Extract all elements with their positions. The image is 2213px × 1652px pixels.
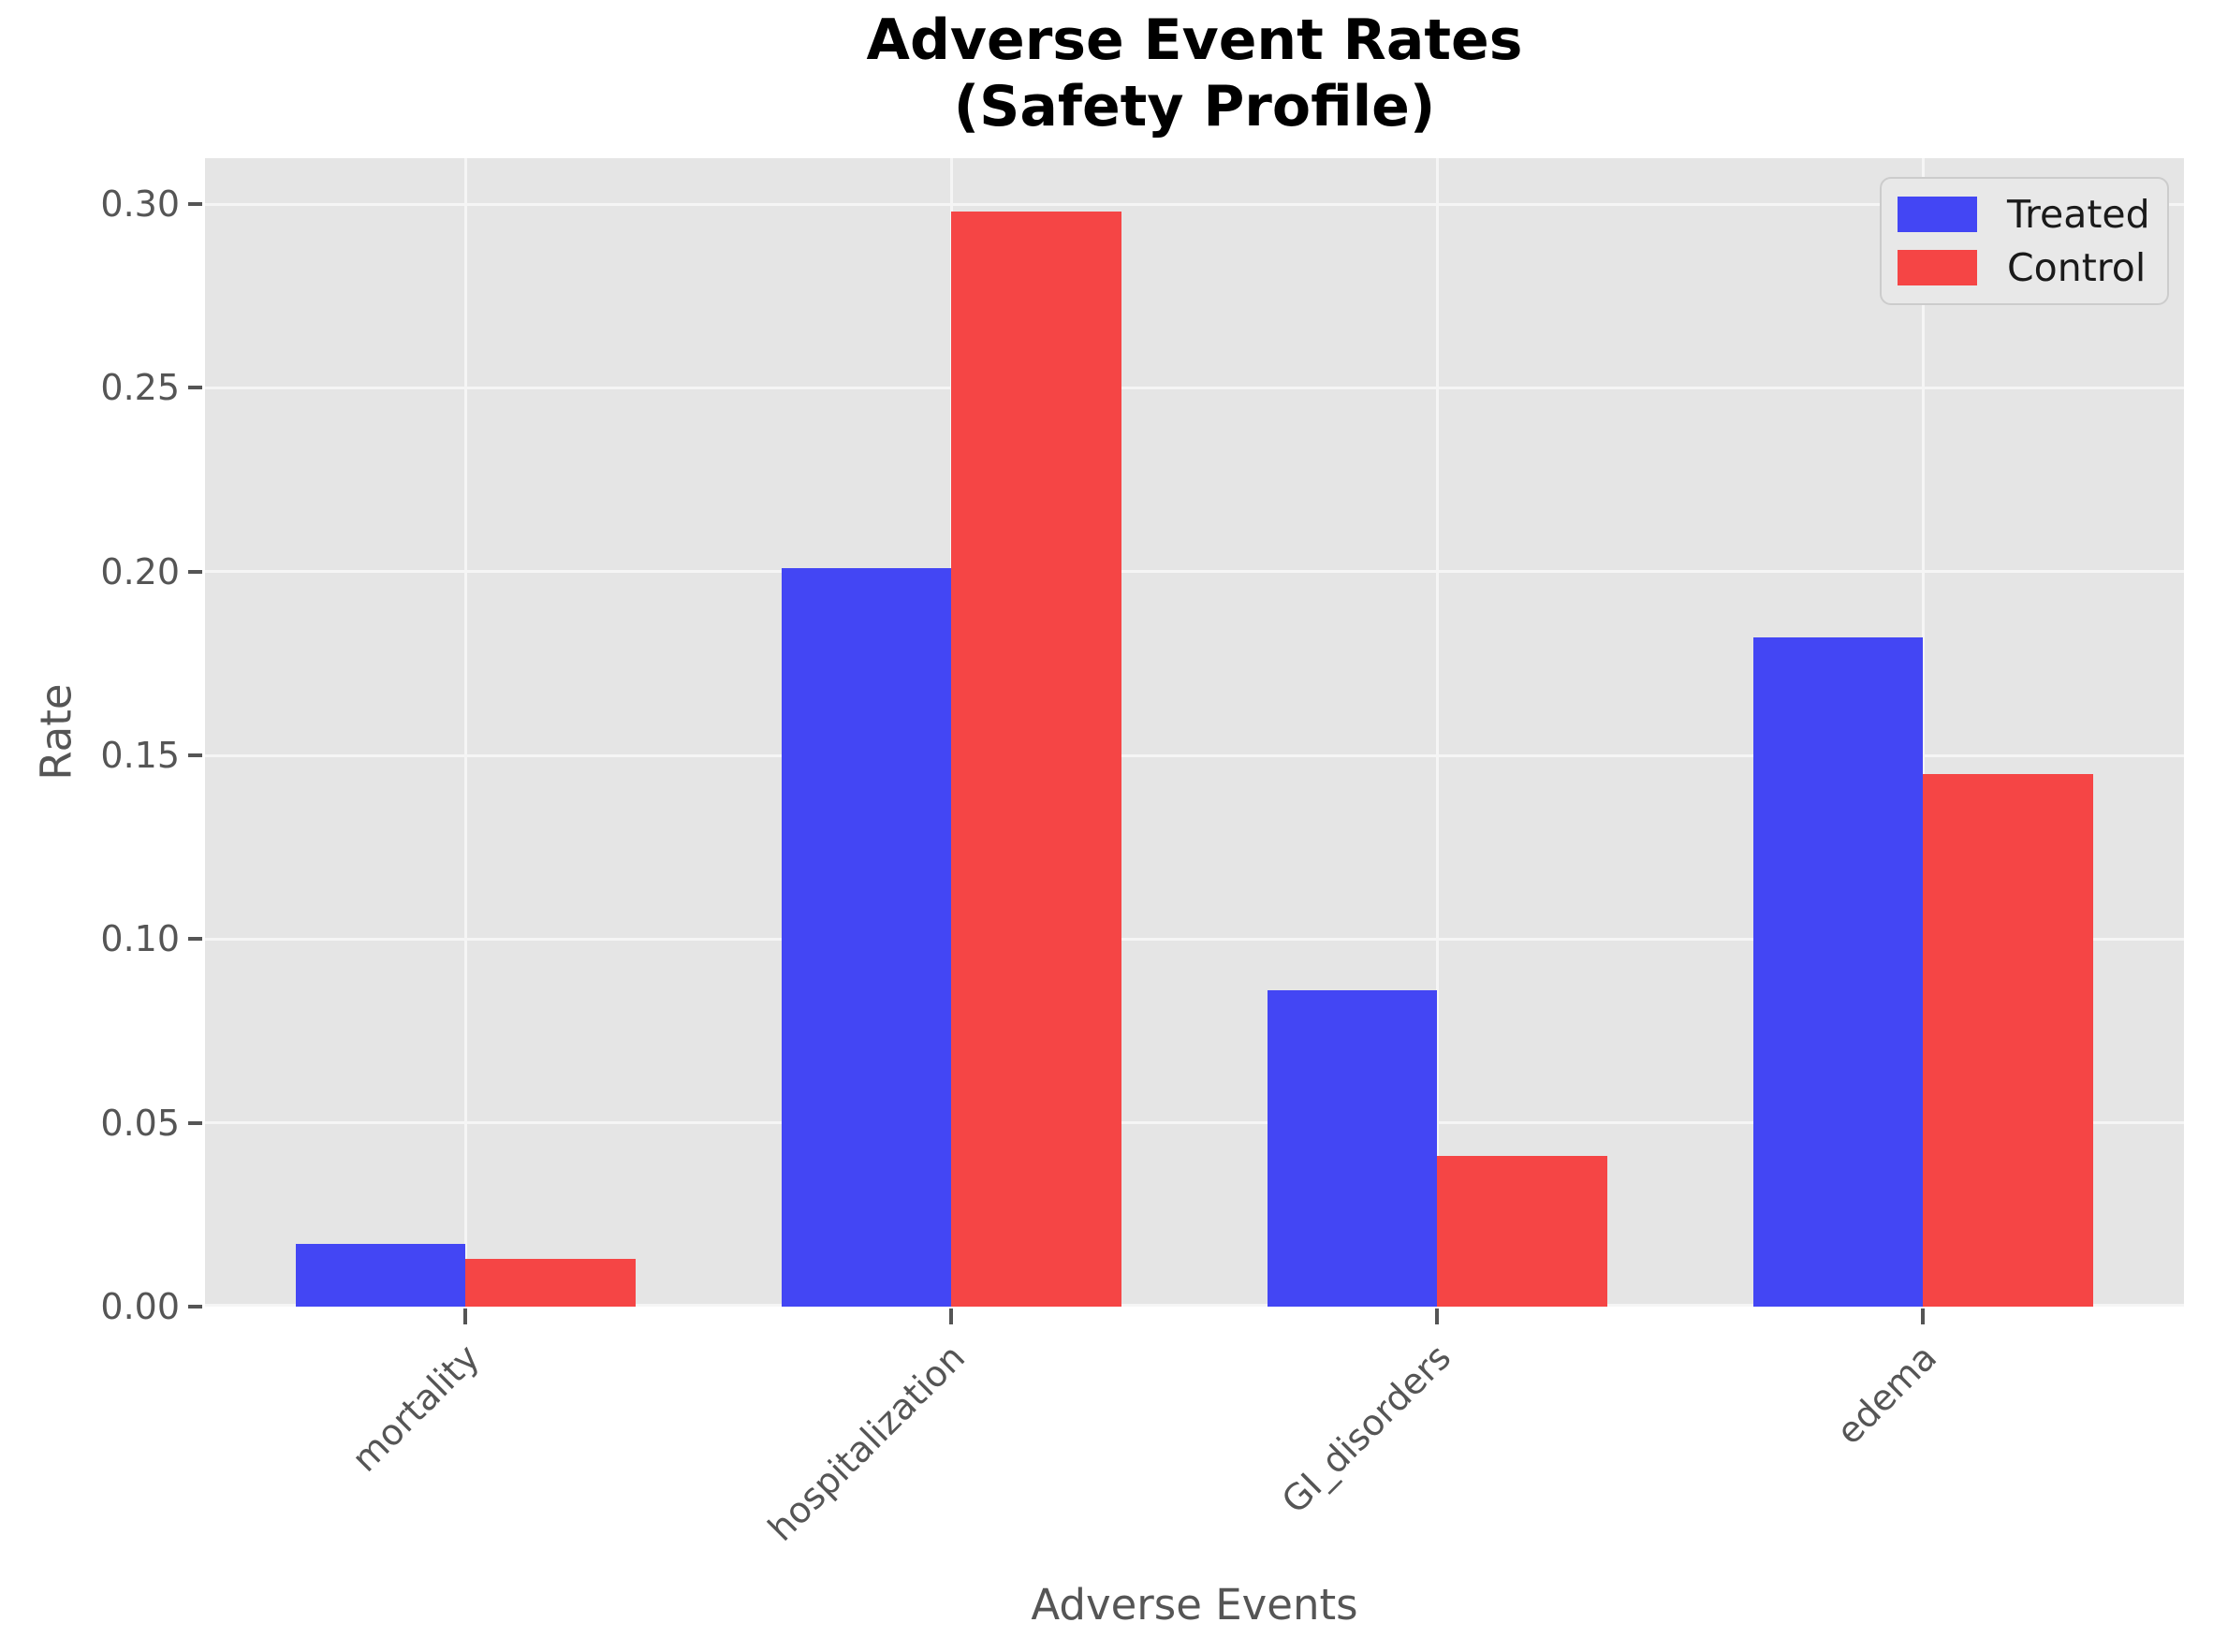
x-axis-label: Adverse Events [1031,1580,1358,1630]
gridline-horizontal [205,202,2184,206]
gridline-vertical [463,158,467,1307]
gridline-horizontal [205,386,2184,389]
gridline-horizontal [205,1121,2184,1125]
x-tick-label: edema [1828,1336,1945,1453]
bar-treated-hospitalization [781,567,952,1307]
bar-treated-GI_disorders [1267,990,1438,1307]
y-tick-mark [188,569,202,574]
gridline-horizontal [205,570,2184,574]
chart-title: Adverse Event Rates (Safety Profile) [205,7,2184,140]
y-tick-label: 0.15 [100,735,180,777]
chart-title-line2: (Safety Profile) [953,73,1436,139]
x-tick-label: GI_disorders [1273,1336,1459,1522]
y-tick-mark [188,937,202,942]
x-tick-mark [1921,1308,1926,1324]
gridline-vertical [1435,158,1439,1307]
bar-control-GI_disorders [1437,1156,1607,1307]
plot-area: Treated Control [205,158,2184,1307]
legend-swatch-control [1898,250,1977,285]
legend-label: Control [2007,244,2147,290]
legend: Treated Control [1880,177,2169,305]
x-tick-mark [949,1308,954,1324]
legend-row: Treated [1898,191,2167,237]
y-tick-label: 0.25 [100,367,180,409]
y-tick-label: 0.30 [100,183,180,226]
legend-row: Control [1898,244,2167,290]
y-tick-mark [188,1120,202,1125]
bar-treated-mortality [295,1244,466,1307]
x-tick-label: hospitalization [760,1336,974,1549]
gridline-horizontal [205,937,2184,941]
bar-control-mortality [465,1258,636,1307]
y-tick-mark [188,202,202,207]
bar-control-hospitalization [951,211,1121,1307]
gridline-horizontal [205,753,2184,757]
legend-label: Treated [2007,191,2150,237]
y-tick-mark [188,1305,202,1308]
y-axis-label: Rate [31,683,81,781]
bar-control-edema [1923,773,2093,1307]
y-tick-mark [188,386,202,390]
legend-swatch-treated [1898,197,1977,232]
gridline-horizontal [205,1304,2184,1307]
x-tick-mark [463,1308,468,1324]
y-tick-label: 0.05 [100,1102,180,1144]
bar-treated-edema [1752,637,1924,1307]
y-tick-mark [188,753,202,758]
x-tick-mark [1435,1308,1440,1324]
gridline-vertical [1921,158,1925,1307]
y-tick-label: 0.10 [100,918,180,960]
x-tick-label: mortality [344,1336,488,1481]
chart-title-line1: Adverse Event Rates [866,7,1523,73]
y-tick-label: 0.20 [100,550,180,592]
y-tick-label: 0.00 [100,1286,180,1327]
